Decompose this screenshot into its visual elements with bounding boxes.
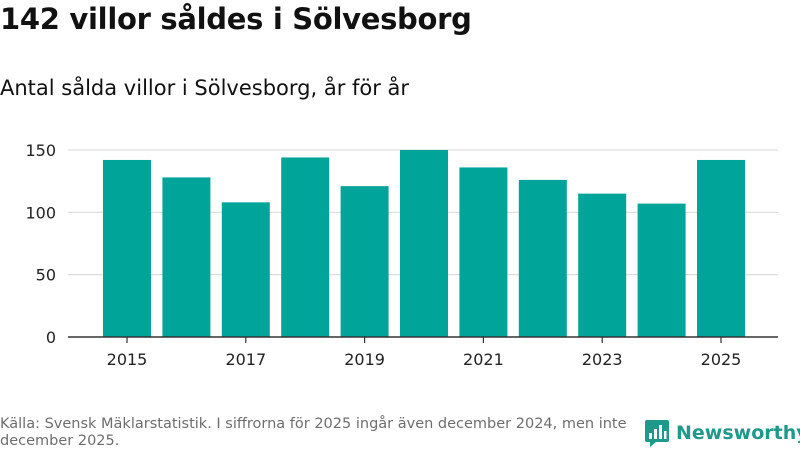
y-tick-label-0: 0 xyxy=(46,328,56,347)
bar-2016 xyxy=(162,177,211,337)
bar-chart: 0 50 100 150 2015 2017 2019 2021 2023 2025 xyxy=(25,141,778,369)
x-tick-label-2025: 2025 xyxy=(701,350,742,369)
y-tick-label-100: 100 xyxy=(25,203,56,222)
chart-title: 142 villor såldes i Sölvesborg xyxy=(0,2,472,36)
bar-2022 xyxy=(518,179,567,337)
bar-2015 xyxy=(103,159,151,337)
brand-name: Newsworthy xyxy=(676,422,800,444)
bar-2021 xyxy=(459,167,508,337)
bar-2025 xyxy=(697,159,745,337)
newsworthy-logo-icon xyxy=(645,420,669,447)
bar-2024 xyxy=(637,203,686,337)
x-tick-label-2023: 2023 xyxy=(582,350,623,369)
y-tick-label-50: 50 xyxy=(36,266,56,285)
bar-2017 xyxy=(221,202,270,337)
x-tick-label-2015: 2015 xyxy=(107,350,148,369)
bar-2018 xyxy=(281,157,330,337)
bar-2019 xyxy=(340,186,389,337)
x-tick-label-2021: 2021 xyxy=(463,350,504,369)
bar-2020 xyxy=(400,149,448,337)
x-tick-label-2017: 2017 xyxy=(225,350,266,369)
x-tick-label-2019: 2019 xyxy=(344,350,385,369)
source-note: Källa: Svensk Mäklarstatistik. I siffror… xyxy=(0,416,627,449)
brand-logo: Newsworthy xyxy=(644,418,800,448)
y-tick-label-150: 150 xyxy=(25,141,56,160)
bar-2023 xyxy=(578,193,627,337)
chart-subtitle: Antal sålda villor i Sölvesborg, år för … xyxy=(0,76,410,100)
